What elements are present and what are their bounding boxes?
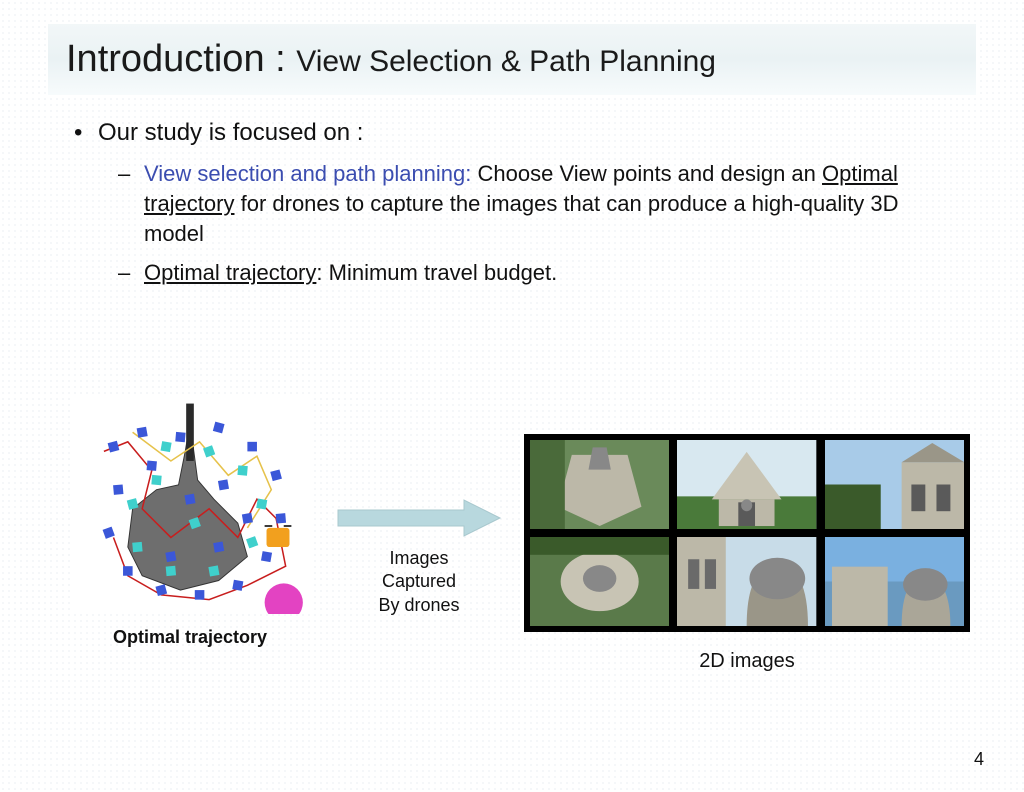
bullet-level1: • Our study is focused on : [70, 117, 954, 149]
thumb-2 [677, 440, 816, 529]
title-main: Introduction : [66, 38, 296, 80]
title-bar: Introduction : View Selection & Path Pla… [48, 24, 976, 95]
bullet1-text: Our study is focused on : [98, 117, 363, 149]
arrow-caption: Images Captured By drones [334, 547, 504, 617]
title-sub: View Selection & Path Planning [296, 45, 716, 78]
thumb-3 [825, 440, 964, 529]
thumb-4 [530, 537, 669, 626]
bullet-marker: – [118, 159, 144, 248]
arrow-icon [334, 498, 504, 538]
image-grid [524, 434, 970, 632]
trajectory-svg [70, 394, 310, 614]
bullet2b-text: Optimal trajectory: Minimum travel budge… [144, 258, 557, 288]
thumb-6 [825, 537, 964, 626]
image-grid-block: 2D images [524, 434, 970, 673]
bullet-level2-a: – View selection and path planning: Choo… [118, 159, 954, 248]
bullet-marker: • [70, 117, 98, 149]
page-number: 4 [974, 749, 984, 770]
bullet-marker: – [118, 258, 144, 288]
bullet2a-text: View selection and path planning: Choose… [144, 159, 954, 248]
trajectory-figure: Optimal trajectory [70, 394, 310, 648]
grid-caption: 2D images [524, 650, 970, 673]
bullet-content: • Our study is focused on : – View selec… [70, 117, 954, 288]
thumb-1 [530, 440, 669, 529]
arrow-block: Images Captured By drones [334, 498, 504, 617]
bullet-level2-b: – Optimal trajectory: Minimum travel bud… [118, 258, 954, 288]
underline-term: Optimal trajectory [144, 260, 316, 285]
highlight-lead: View selection and path planning: [144, 161, 478, 186]
trajectory-caption: Optimal trajectory [70, 627, 310, 648]
thumb-5 [677, 537, 816, 626]
